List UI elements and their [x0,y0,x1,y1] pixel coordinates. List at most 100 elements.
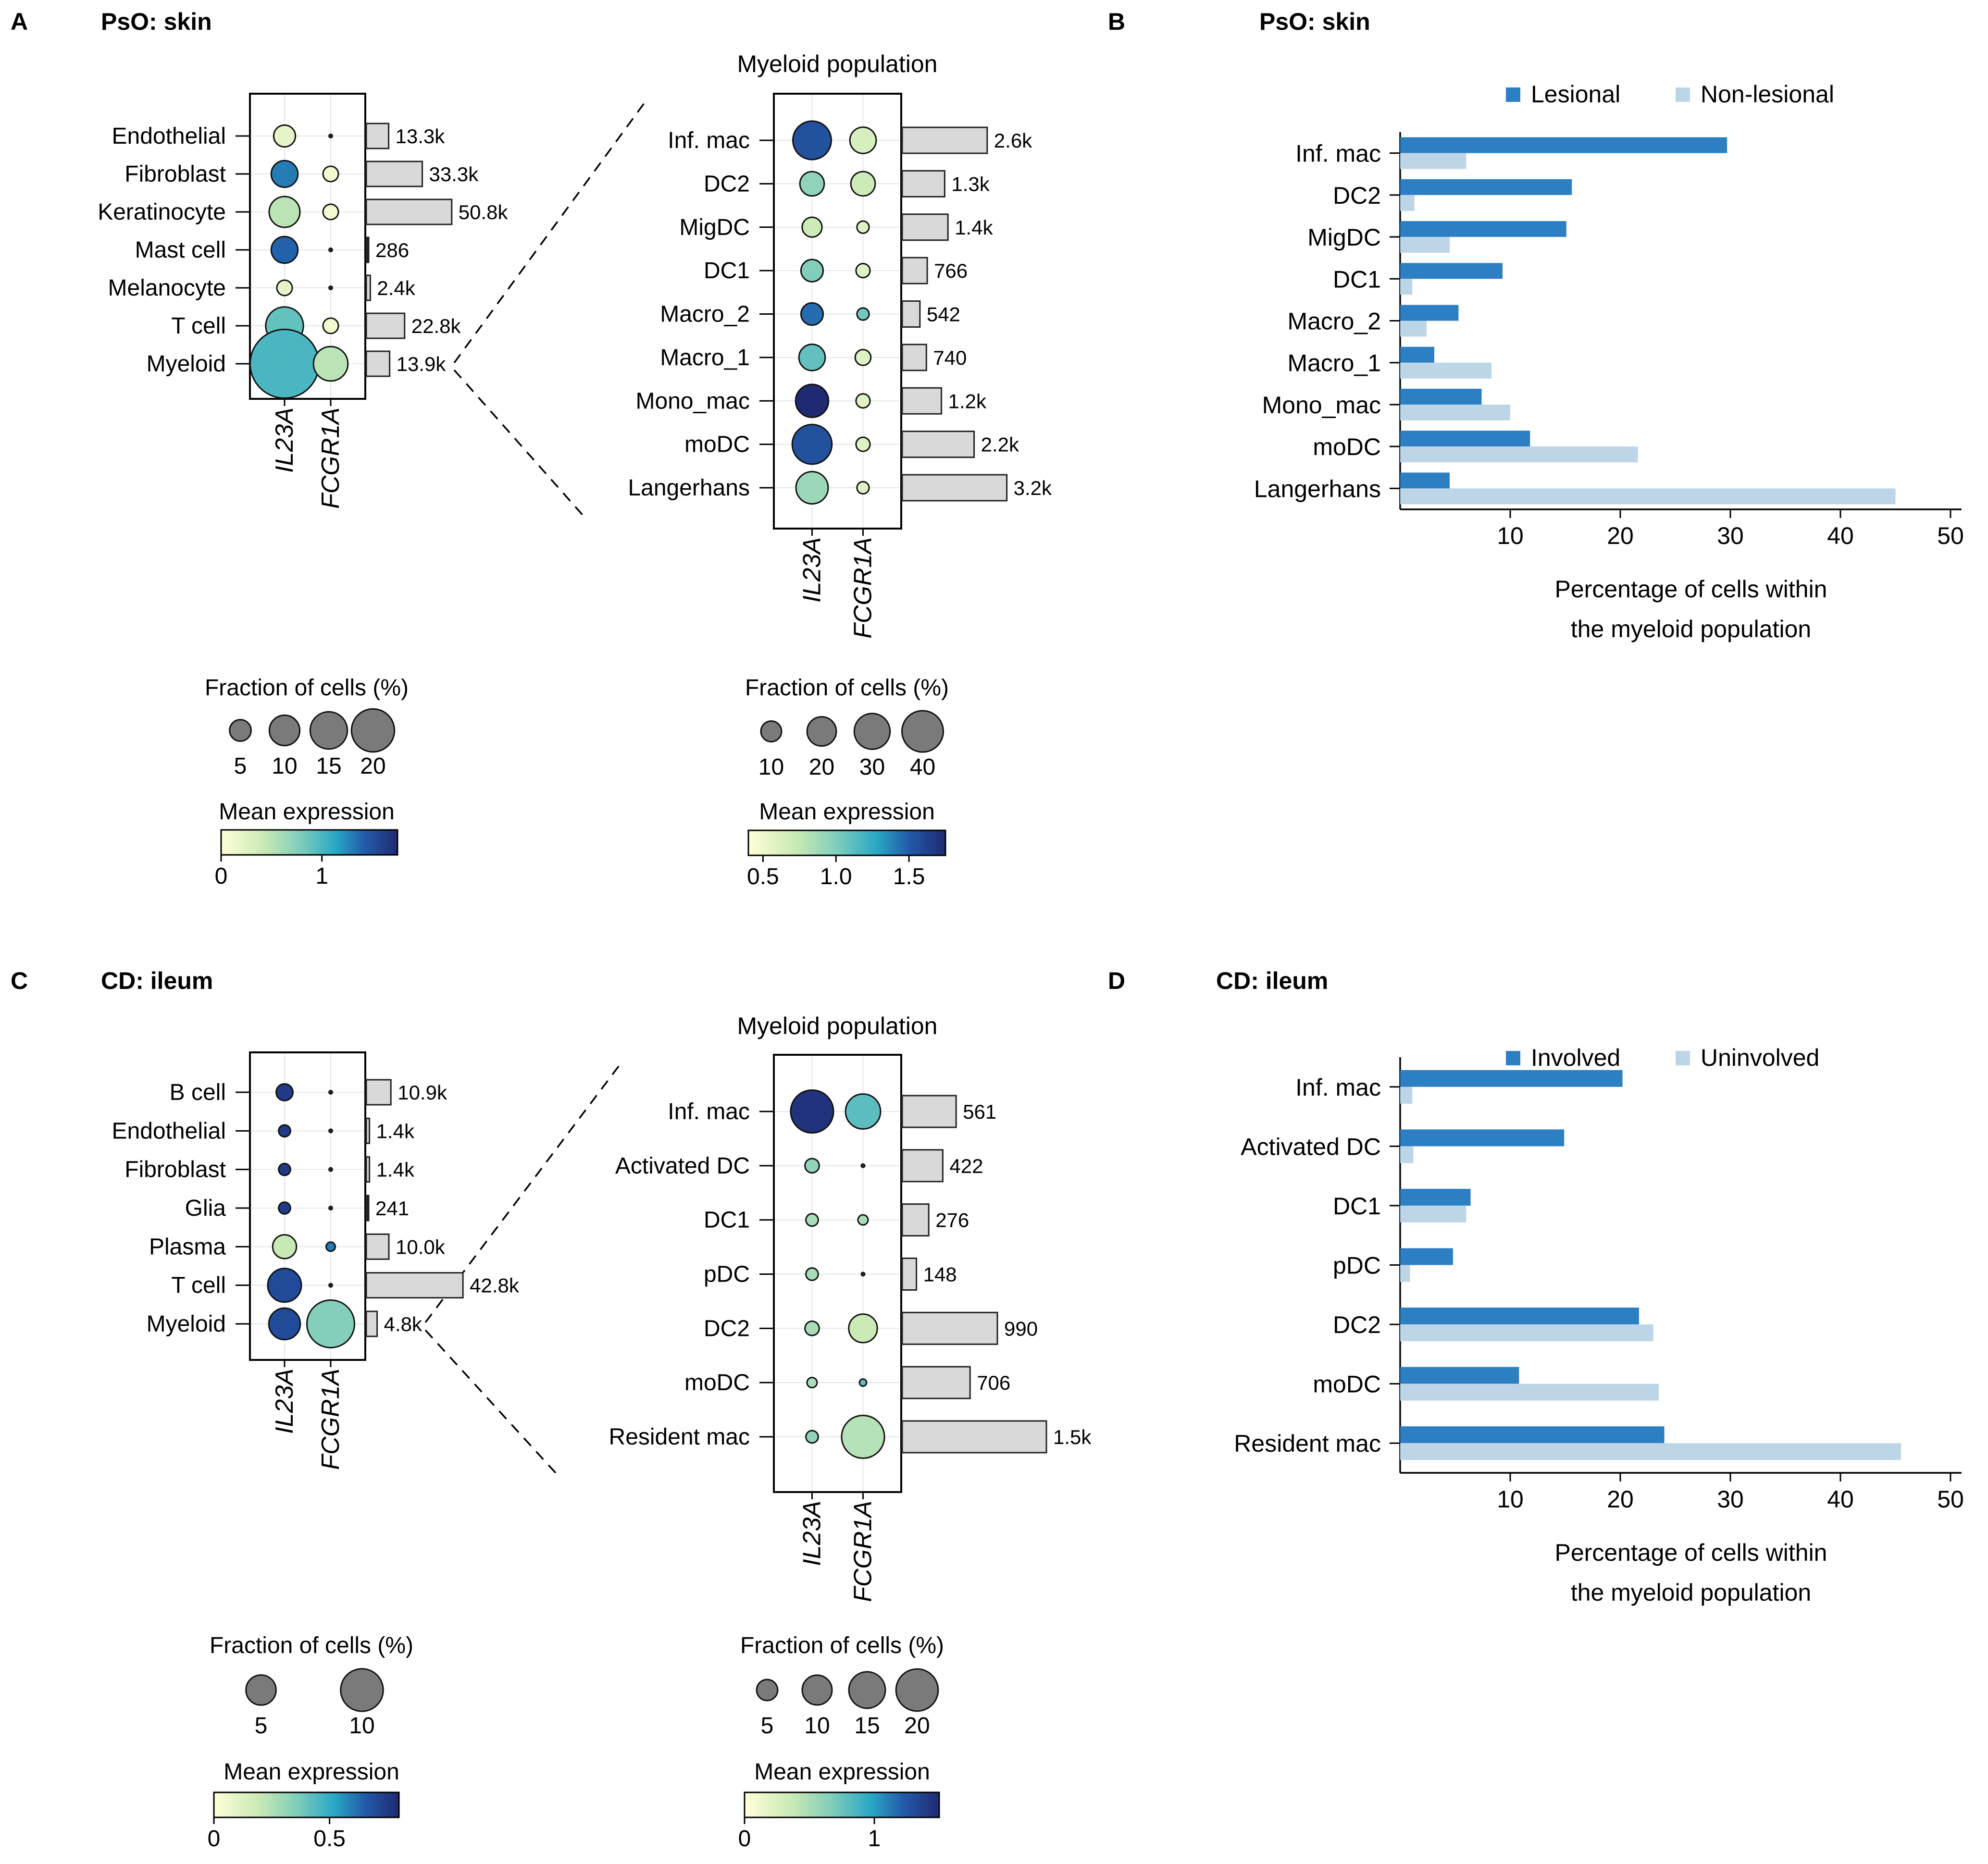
count-bar [365,123,390,149]
dot-il23a [806,1377,818,1389]
count-bar [365,198,453,225]
dot-il23a [273,124,297,148]
dot-fcgr1a [858,1378,868,1387]
category-label: Macro_1 [1287,350,1381,377]
x-axis-label: the myeloid population [1571,1579,1811,1606]
count-label: 706 [977,1371,1010,1394]
dot-fcgr1a [849,126,877,154]
dot-fcgr1a [328,247,333,252]
x-tick-label: 40 [1827,522,1854,549]
count-bar [901,126,988,154]
legend-label: Non-lesional [1701,81,1834,108]
count-bar [901,474,1008,502]
size-legend-dot [245,1674,277,1706]
category-label: Macro_2 [1287,308,1381,335]
bar-involved [1400,1308,1639,1325]
category-label: moDC [684,432,750,457]
count-label: 542 [927,303,960,326]
dot-il23a [804,1320,820,1336]
fraction-legend-title: Fraction of cells (%) [205,675,409,701]
dot-fcgr1a [845,1093,882,1130]
x-tick-label: 30 [1717,522,1744,549]
legend-label: Lesional [1531,81,1620,108]
panel-title-d: CD: ileum [1216,967,1328,994]
colorbar [213,1791,400,1818]
bar-uninvolved [1400,1205,1466,1222]
size-legend-label: 10 [349,1713,374,1739]
size-legend-label: 5 [761,1713,774,1739]
category-label: Macro_1 [660,345,750,370]
size-legend-dot [853,713,891,750]
panel-title-a: PsO: skin [101,8,212,35]
legend-swatch [1506,87,1520,102]
count-bar [365,1117,371,1144]
dot-fcgr1a [328,134,333,138]
dot-il23a [278,1124,291,1138]
count-label: 241 [375,1197,409,1220]
gene-label-fcgr1a: FCGR1A [849,1501,877,1602]
count-bar [901,344,927,371]
dot-il23a [805,1213,819,1227]
dot-il23a [270,235,299,264]
count-bar [901,1420,1047,1454]
dot-fcgr1a [328,285,333,290]
bar-involved [1400,1367,1519,1384]
count-bar [901,257,928,284]
count-bar [365,1233,390,1260]
colorbar-tick-label: 1.5 [893,864,925,889]
count-label: 148 [923,1263,957,1286]
count-label: 50.8k [459,201,509,223]
count-bar [365,1195,370,1222]
category-label: DC2 [704,171,750,197]
count-bar [901,1258,918,1291]
count-bar [901,431,975,458]
colorbar-tick-label: 0 [208,1826,221,1852]
colorbar-tick-label: 1.0 [820,864,852,889]
count-label: 2.6k [994,129,1032,152]
bar-involved [1400,1188,1471,1206]
dot-fcgr1a [856,307,870,321]
size-legend-dot [806,716,837,747]
count-bar [901,300,921,328]
category-label: MigDC [679,215,750,240]
x-axis-label: Percentage of cells within [1555,576,1827,603]
category-label: DC2 [1333,1311,1381,1338]
gene-label-il23a: IL23A [798,1501,826,1566]
dot-il23a [801,216,823,238]
dot-fcgr1a [860,1163,866,1168]
x-tick-label: 10 [1497,1486,1524,1513]
size-legend-dot [340,1668,384,1712]
bar-non-lesional [1400,488,1896,505]
count-bar [901,1366,971,1399]
panel-letter-d: D [1108,967,1125,994]
dot-fcgr1a [855,263,871,279]
dot-fcgr1a [854,349,872,366]
bar-non-lesional [1400,404,1510,420]
category-label: DC1 [1333,266,1381,293]
panel-letter-c: C [11,967,28,994]
dot-fcgr1a [848,1313,878,1344]
count-bar [901,213,949,241]
gene-label-fcgr1a: FCGR1A [317,1369,345,1470]
size-legend-label: 10 [272,753,297,779]
count-label: 1.4k [955,216,993,239]
category-label: Myeloid [147,351,226,377]
dot-il23a [278,1162,291,1176]
legend-swatch [1676,87,1690,102]
fraction-legend-title: Fraction of cells (%) [745,675,949,701]
panel-letter-a: A [11,8,28,35]
count-label: 276 [935,1209,969,1232]
dot-fcgr1a [328,1283,333,1288]
size-legend-label: 15 [316,753,341,779]
dot-fcgr1a [328,1128,333,1134]
size-legend-dot [848,1671,886,1709]
size-legend-dot [350,708,396,753]
x-tick-label: 20 [1607,522,1634,549]
gene-label-il23a: IL23A [271,407,298,473]
category-label: pDC [1333,1252,1381,1279]
dot-il23a [805,1430,819,1444]
bar-non-lesional [1400,446,1638,463]
category-label: DC1 [704,258,750,284]
size-legend-label: 40 [910,754,935,780]
